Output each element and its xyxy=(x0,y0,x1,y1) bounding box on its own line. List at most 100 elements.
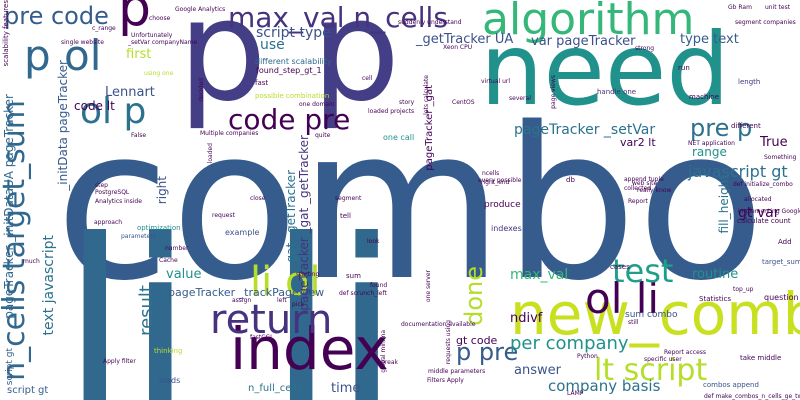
word-text-javascript: text javascript xyxy=(41,235,57,336)
word-routine: routine xyxy=(692,267,739,282)
word-gat-getTracker: gat _getTracker xyxy=(284,170,298,263)
word-sum: sum xyxy=(346,272,361,280)
word-right: right xyxy=(155,176,169,205)
word-def-initialize-combo: def initialize_combo xyxy=(733,181,793,188)
word-use: use xyxy=(260,37,285,53)
word-question: question xyxy=(764,293,799,302)
word-p-pre: p pre xyxy=(456,338,519,366)
word-one-server: one server xyxy=(425,270,432,303)
word-def-scrunch-left: def scrunch_left xyxy=(339,290,387,297)
word-fastCGI: fastCGI xyxy=(250,334,272,341)
word-NET-application: NET application xyxy=(688,140,735,147)
word-initData-pageTracker: _initData pageTracker xyxy=(56,60,70,191)
word-found: found xyxy=(370,282,388,289)
word-segment: segment xyxy=(335,195,362,202)
word-ol-p: ol p xyxy=(80,91,147,132)
word-per-company: per company xyxy=(510,333,629,354)
word-index: index xyxy=(230,315,389,383)
word-take-middle: take middle xyxy=(740,354,782,362)
word-pageTracker-setVar: pageTracker _setVar xyxy=(514,122,656,138)
word-break: break xyxy=(381,359,398,366)
word-middle-parameters: middle parameters xyxy=(428,368,486,375)
word-javascript-gt: javascript gt xyxy=(688,162,788,181)
word-lets-calculate: lets calculate xyxy=(423,75,430,115)
word-var2-lt: var2 lt xyxy=(620,136,656,149)
word-getTracker-UA: _getTracker UA xyxy=(416,32,514,47)
word-value: value xyxy=(166,267,202,282)
word-loads: loads xyxy=(159,376,181,385)
word-p-small: p xyxy=(118,0,152,38)
word-one-call: one call xyxy=(383,133,415,142)
word-def-make-combos: def make_combos_n_cells_ge_two xyxy=(704,393,800,400)
word-gt-code: gt code xyxy=(456,334,498,347)
word-script-gt: script gt xyxy=(5,348,15,386)
word-algorithm: algorithm xyxy=(482,0,695,45)
word-still: still xyxy=(628,319,639,326)
word-False: False xyxy=(131,132,147,139)
word-global-minima: global minima xyxy=(380,330,387,373)
word-close: close xyxy=(250,195,266,202)
word-Python: Python xyxy=(577,353,598,360)
word-combos-append: combos append xyxy=(703,381,759,389)
word-example: example xyxy=(225,228,260,237)
word-li-li: li li xyxy=(60,187,401,400)
word-combo: combo xyxy=(55,82,766,327)
word-length: length xyxy=(738,78,761,86)
word-pre-p: pre p xyxy=(690,114,753,142)
word-Something: Something xyxy=(764,154,797,161)
word-page-views: page views xyxy=(550,75,557,109)
word-calculate-count: calculate count xyxy=(737,217,791,225)
word-virtual-url: virtual url xyxy=(481,78,511,85)
word-lt-script: lt script xyxy=(594,353,708,388)
word-number: number xyxy=(165,245,189,252)
word-p-ol: p ol xyxy=(24,31,102,80)
word-pick: pick xyxy=(292,301,305,308)
word-True: True xyxy=(760,135,788,150)
word-possible-combination: possible combination xyxy=(255,92,330,100)
word-max-val: max_val xyxy=(510,267,569,283)
word-thinking: thinking xyxy=(154,347,183,355)
word-right-end: right_end xyxy=(481,179,510,186)
word-fast: fast xyxy=(255,79,269,87)
word-top-up: top_up xyxy=(733,286,754,293)
word-quite: quite xyxy=(315,132,331,139)
word-produce: produce xyxy=(484,200,521,210)
word-pageTracker-initDataUA: pageTracker _initDataUA pageTracker xyxy=(2,94,16,319)
word-li-ol-mid: li ol xyxy=(250,259,321,305)
word-Cache: Cache xyxy=(159,257,178,264)
word-segment-companies: segment companies xyxy=(735,19,796,26)
word-really-know: really know xyxy=(637,187,672,194)
word-script-type: script type xyxy=(256,25,331,41)
word-setVar-companyName: _setVar companyName xyxy=(128,39,198,46)
word-story: story xyxy=(399,99,415,106)
word-several: several xyxy=(509,95,531,102)
word-using-one: using one xyxy=(144,70,174,77)
word-unit-test: unit test xyxy=(765,4,791,11)
word-cases: cases xyxy=(610,263,630,271)
word-web-site: web site xyxy=(632,180,658,187)
word-n-full-cells: n_full_cells xyxy=(248,383,303,394)
word-run: run xyxy=(678,64,690,72)
word-scalability-features: scalability features xyxy=(2,0,10,67)
word-choose: choose xyxy=(149,15,171,22)
word-test: test xyxy=(612,252,674,290)
word-Gb-Ram: Gb Ram xyxy=(728,4,752,11)
word-Filters-Apply: Filters Apply xyxy=(427,377,464,384)
word-pageTracker-gat-getTracker: pageTracker _gat _getTracker xyxy=(297,135,311,311)
word-db: db xyxy=(566,176,575,184)
word-single-website: single website xyxy=(61,39,104,46)
word-parameters: parameters xyxy=(121,233,156,240)
word-append-tuple: append tuple xyxy=(624,176,664,183)
word-company-basis: company basis xyxy=(548,377,661,395)
word-Google-Analytics: Google Analytics xyxy=(175,6,226,13)
word-gt-var: gt var xyxy=(738,205,780,221)
word-optimization: optimization xyxy=(137,224,181,232)
word-documentation-available: documentation available xyxy=(401,321,476,328)
word-max-val-n-cells: max_val n_cells xyxy=(228,1,448,34)
word-Lennart: Lennart xyxy=(105,85,155,100)
word-left: left xyxy=(277,297,287,304)
word-CentOS: CentOS xyxy=(452,99,475,106)
word-allocated: allocated xyxy=(744,196,772,203)
word-p-p: p p xyxy=(178,0,401,133)
word-Add: Add xyxy=(778,238,792,246)
